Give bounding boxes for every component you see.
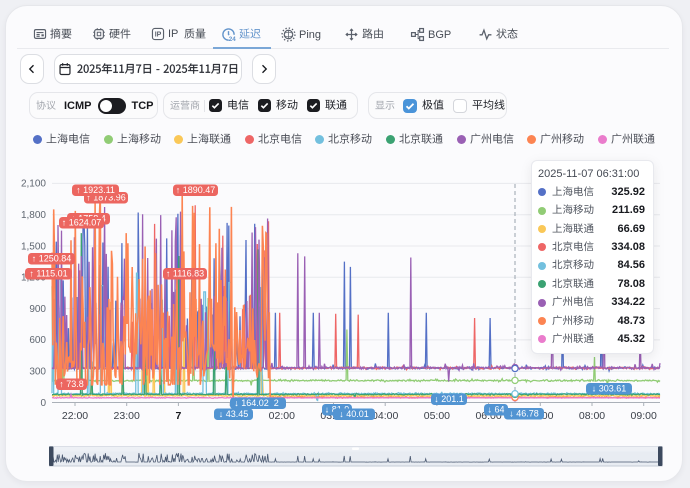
svg-text:↓ 64: ↓ 64 <box>487 405 504 415</box>
svg-text:↑ 1115.01: ↑ 1115.01 <box>29 269 67 279</box>
svg-text:1,800: 1,800 <box>21 210 46 221</box>
svg-text:↑ 1890.47: ↑ 1890.47 <box>176 185 216 195</box>
svg-text:08:00: 08:00 <box>579 410 605 422</box>
svg-text:1,500: 1,500 <box>21 241 46 252</box>
svg-text:↑ 1116.83: ↑ 1116.83 <box>166 269 204 279</box>
svg-text:↓ 40.01: ↓ 40.01 <box>339 409 369 419</box>
svg-text:09:00: 09:00 <box>631 410 657 422</box>
svg-text:05:00: 05:00 <box>424 410 450 422</box>
svg-text:IP: IP <box>155 32 162 39</box>
svg-text:↑ 1923.11: ↑ 1923.11 <box>76 185 115 195</box>
svg-text:↓ 164.02: ↓ 164.02 <box>234 398 269 408</box>
svg-text:↓ 46.78: ↓ 46.78 <box>509 409 539 419</box>
svg-text:0: 0 <box>40 398 46 409</box>
svg-text:↓ 43.45: ↓ 43.45 <box>219 409 249 419</box>
svg-text:2,100: 2,100 <box>21 179 46 190</box>
svg-text:↓ 201.1: ↓ 201.1 <box>434 394 464 404</box>
svg-text:22:00: 22:00 <box>62 410 88 422</box>
svg-text:300: 300 <box>29 367 46 378</box>
svg-text:↓ 303.61: ↓ 303.61 <box>592 384 627 394</box>
svg-text:↑ 1624.07: ↑ 1624.07 <box>62 218 102 228</box>
svg-text:04:00: 04:00 <box>372 410 398 422</box>
svg-text:7: 7 <box>175 410 181 422</box>
svg-text:23:00: 23:00 <box>114 410 140 422</box>
svg-text:↑ 73.8: ↑ 73.8 <box>59 379 84 389</box>
svg-text:24: 24 <box>229 36 236 42</box>
svg-text:900: 900 <box>29 304 46 315</box>
svg-text:02:00: 02:00 <box>269 410 295 422</box>
svg-text:.2: .2 <box>271 398 279 408</box>
svg-text:600: 600 <box>29 335 46 346</box>
svg-text:↑ 1873.96: ↑ 1873.96 <box>86 193 126 203</box>
svg-text:↑ 1250.84: ↑ 1250.84 <box>32 254 72 264</box>
